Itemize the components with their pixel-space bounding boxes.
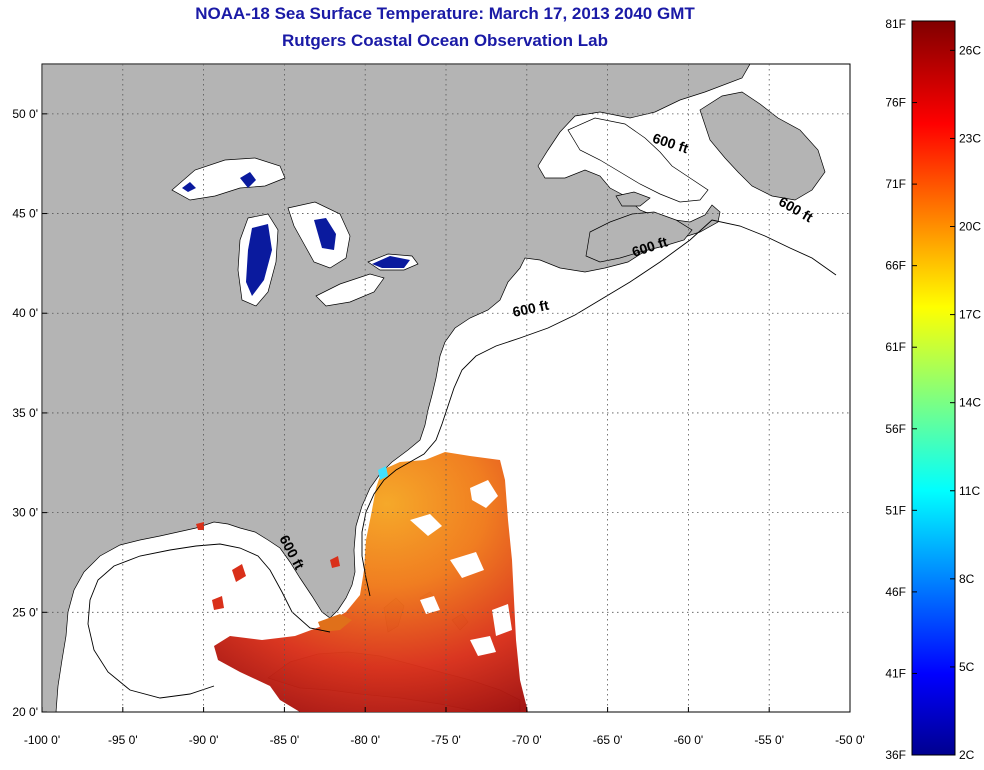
colorbar-f-label: 41F <box>885 666 906 680</box>
colorbar-c-label: 2C <box>959 748 975 762</box>
lon-tick-label: -60 0' <box>674 733 704 747</box>
colorbar-c-label: 14C <box>959 396 981 410</box>
lon-tick-label: -95 0' <box>108 733 138 747</box>
gulf-sst-warm-strip <box>318 614 352 632</box>
land-north-america <box>42 64 751 712</box>
lat-tick-label: 50 0' <box>12 107 38 121</box>
colorbar <box>911 20 956 756</box>
colorbar-f-label: 46F <box>885 585 906 599</box>
colorbar-f-label: 56F <box>885 422 906 436</box>
colorbar-c-label: 26C <box>959 43 981 57</box>
colorbar-f-label: 76F <box>885 96 906 110</box>
lake-superior-ice <box>182 172 256 192</box>
lon-tick-labels: -100 0' -95 0' -90 0' -85 0' -80 0' -75 0' -70… <box>24 733 865 747</box>
lon-tick-label: -65 0' <box>593 733 623 747</box>
isobath-600ft-atlantic <box>361 219 837 597</box>
chart-subtitle: Rutgers Coastal Ocean Observation Lab <box>282 31 608 50</box>
land-newfoundland <box>699 91 826 201</box>
land-pei <box>615 191 651 207</box>
lon-tick-label: -50 0' <box>835 733 865 747</box>
colorbar-f-labels: 81F 76F 71F 66F 61F 56F 51F 46F 41F 36F <box>885 17 917 762</box>
gulf-st-lawrence <box>567 117 709 203</box>
lon-tick-label: -90 0' <box>189 733 219 747</box>
lake-erie <box>315 273 385 307</box>
lon-tick-label: -100 0' <box>24 733 60 747</box>
grid <box>41 64 851 713</box>
colorbar-c-label: 17C <box>959 308 981 322</box>
lat-tick-label: 30 0' <box>12 506 38 520</box>
lon-tick-label: -85 0' <box>270 733 300 747</box>
lake-michigan-water <box>246 224 272 296</box>
lake-ontario-water <box>372 256 410 268</box>
lon-tick-label: -70 0' <box>512 733 542 747</box>
colorbar-f-label: 66F <box>885 259 906 273</box>
sst-data-patch <box>214 452 528 712</box>
lon-tick-label: -75 0' <box>431 733 461 747</box>
colorbar-c-label: 5C <box>959 660 975 674</box>
lat-tick-label: 40 0' <box>12 306 38 320</box>
lat-tick-label: 45 0' <box>12 207 38 221</box>
lake-huron-water <box>314 218 336 250</box>
land-nova-scotia <box>585 211 693 263</box>
colorbar-f-label: 51F <box>885 503 906 517</box>
lake-superior <box>171 157 286 201</box>
colorbar-f-label: 81F <box>885 17 906 31</box>
colorbar-f-label: 61F <box>885 340 906 354</box>
isobath-label: 600 ft <box>511 297 550 320</box>
chart-title: NOAA-18 Sea Surface Temperature: March 1… <box>195 4 695 23</box>
lat-tick-label: 35 0' <box>12 406 38 420</box>
colorbar-f-label: 71F <box>885 177 906 191</box>
colorbar-c-label: 23C <box>959 131 981 145</box>
colorbar-c-label: 8C <box>959 572 975 586</box>
colorbar-c-labels: 26C 23C 20C 17C 14C 11C 8C 5C 2C <box>950 43 981 762</box>
lat-tick-label: 20 0' <box>12 705 38 719</box>
lat-tick-labels: 50 0' 45 0' 40 0' 35 0' 30 0' 25 0' 20 0' <box>12 107 38 719</box>
colorbar-c-label: 20C <box>959 220 981 234</box>
colorbar-f-label: 36F <box>885 748 906 762</box>
coastal-cold-specks <box>378 466 388 480</box>
lat-tick-label: 25 0' <box>12 605 38 619</box>
sst-cloud-gaps <box>410 480 512 656</box>
colorbar-c-label: 11C <box>959 484 980 498</box>
lon-tick-label: -80 0' <box>350 733 380 747</box>
lon-tick-label: -55 0' <box>754 733 784 747</box>
